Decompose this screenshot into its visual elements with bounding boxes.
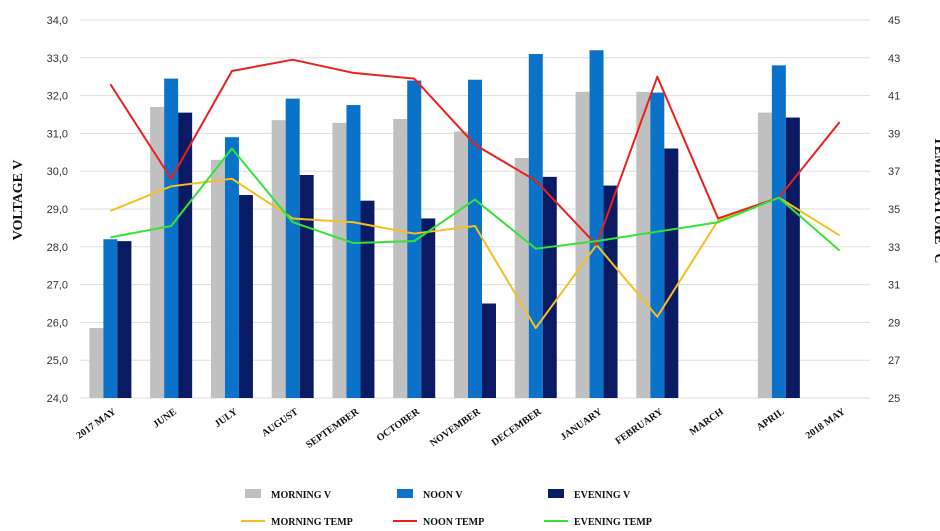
y2-tick-label: 25	[888, 393, 900, 405]
y2-tick-label: 37	[888, 166, 900, 178]
noon-v-bar	[346, 105, 361, 399]
legend-swatch	[397, 489, 413, 498]
evening-v-bar	[360, 200, 375, 398]
evening-v-bar	[482, 303, 496, 398]
evening-v-bar	[421, 218, 436, 398]
evening-v-bar	[238, 195, 253, 398]
y-tick-label: 28,0	[47, 242, 68, 254]
noon-v-bar	[103, 239, 118, 398]
morning-temp-line	[110, 177, 841, 330]
legend-label: MORNING TEMP	[271, 517, 353, 528]
legend-label: MORNING V	[271, 490, 332, 501]
category-label: AUGUST	[260, 406, 301, 439]
noon-temp-line	[109, 58, 841, 246]
noon-v-bar	[528, 54, 543, 399]
y-tick-label: 30,0	[47, 166, 68, 178]
left-axis-ticks: 24,0 25,0 26,0 27,0 28,0 29,0 30,0 31,0 32,0 33,0…	[47, 15, 68, 405]
legend: MORNING V NOON V EVENING V MORNING TEMP NOON…	[241, 489, 652, 528]
noon-v-bar	[164, 78, 179, 398]
evening-v-bar	[785, 117, 800, 399]
legend-label: EVENING TEMP	[574, 517, 652, 528]
y-tick-label: 32,0	[47, 91, 68, 103]
temperature-lines	[109, 58, 841, 330]
noon-v-bar	[650, 92, 665, 399]
morning-v-bar	[636, 91, 651, 398]
y2-tick-label: 45	[888, 15, 900, 27]
y-tick-label: 34,0	[47, 15, 68, 27]
morning-v-bar	[210, 159, 225, 398]
right-axis-ticks: 25 27 29 31 33 35 37 39 41 43 45	[888, 15, 900, 405]
morning-v-bar	[393, 119, 408, 398]
category-label: OCTOBER	[375, 406, 423, 444]
y2-tick-label: 33	[888, 242, 900, 254]
y2-tick-label: 29	[888, 317, 900, 329]
y-tick-label: 33,0	[47, 53, 68, 65]
legend-label: NOON TEMP	[423, 517, 484, 528]
morning-v-bar	[271, 120, 286, 399]
legend-swatch	[245, 489, 261, 498]
bars	[89, 50, 800, 399]
evening-v-bar	[117, 241, 132, 398]
morning-v-bar	[89, 328, 104, 398]
category-label: FEBRUARY	[613, 406, 665, 447]
legend-label: NOON V	[423, 490, 463, 501]
noon-v-bar	[224, 137, 239, 398]
morning-v-bar	[150, 106, 165, 398]
y-tick-label: 29,0	[47, 204, 68, 216]
noon-v-bar	[589, 50, 604, 399]
noon-v-bar	[468, 79, 482, 398]
morning-v-bar	[514, 157, 529, 398]
y-tick-label: 31,0	[47, 128, 68, 140]
noon-v-bar	[285, 98, 300, 399]
evening-temp-line	[110, 147, 841, 252]
y-axis-title: VOLTAGE V	[11, 160, 26, 241]
y-tick-label: 27,0	[47, 280, 68, 292]
category-label: APRIL	[755, 406, 787, 433]
y2-tick-label: 35	[888, 204, 900, 216]
noon-v-bar	[407, 80, 422, 398]
y2-tick-label: 27	[888, 355, 900, 367]
evening-v-bar	[299, 174, 314, 398]
y2-axis-title: TEMPERATURE °C	[931, 136, 940, 263]
category-labels: 2017 MAY JUNE JULY AUGUST SEPTEMBER OCTOBER NO…	[75, 406, 848, 451]
legend-label: EVENING V	[574, 490, 631, 501]
category-label: SEPTEMBER	[304, 406, 361, 451]
morning-v-bar	[454, 131, 468, 398]
noon-v-bar	[771, 65, 786, 399]
evening-v-bar	[542, 176, 557, 398]
evening-v-bar	[664, 148, 679, 398]
morning-v-bar	[757, 112, 772, 399]
morning-v-bar	[575, 91, 590, 398]
y2-tick-label: 43	[888, 53, 900, 65]
category-label: MARCH	[688, 406, 726, 437]
category-label: 2018 MAY	[804, 406, 848, 442]
y-tick-label: 25,0	[47, 355, 68, 367]
y2-tick-label: 31	[888, 280, 900, 292]
y2-tick-label: 41	[888, 91, 900, 103]
y2-tick-label: 39	[888, 128, 900, 140]
y-tick-label: 26,0	[47, 317, 68, 329]
category-label: JULY	[213, 406, 241, 430]
y-tick-label: 24,0	[47, 393, 68, 405]
morning-v-bar	[332, 122, 347, 398]
legend-swatch	[548, 489, 564, 498]
category-label: DECEMBER	[490, 406, 544, 449]
category-label: JANUARY	[559, 406, 605, 443]
category-label: 2017 MAY	[75, 406, 119, 442]
category-label: NOVEMBER	[428, 406, 483, 449]
category-label: JUNE	[151, 406, 179, 430]
